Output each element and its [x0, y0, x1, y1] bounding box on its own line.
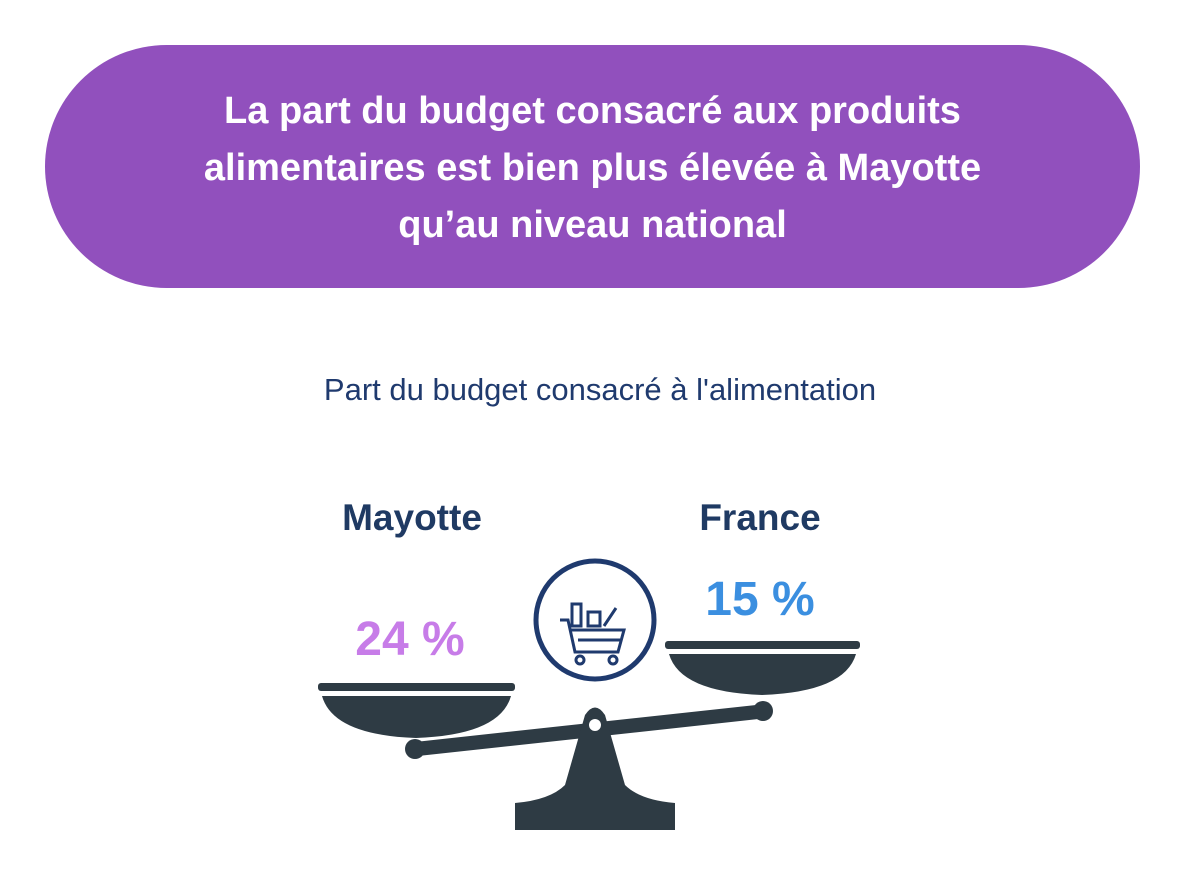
- right-value: 15 %: [705, 573, 815, 626]
- subtitle: Part du budget consacré à l'alimentation: [323, 372, 877, 407]
- right-label: France: [699, 497, 821, 538]
- title-banner: La part du budget consacré aux produits …: [45, 45, 1140, 288]
- left-value: 24 %: [355, 613, 465, 666]
- title-line: alimentaires est bien plus élevée à Mayo…: [203, 147, 982, 189]
- title-line: La part du budget consacré aux produits: [224, 90, 961, 132]
- title-line: qu’au niveau national: [398, 204, 787, 246]
- left-label: Mayotte: [342, 497, 482, 538]
